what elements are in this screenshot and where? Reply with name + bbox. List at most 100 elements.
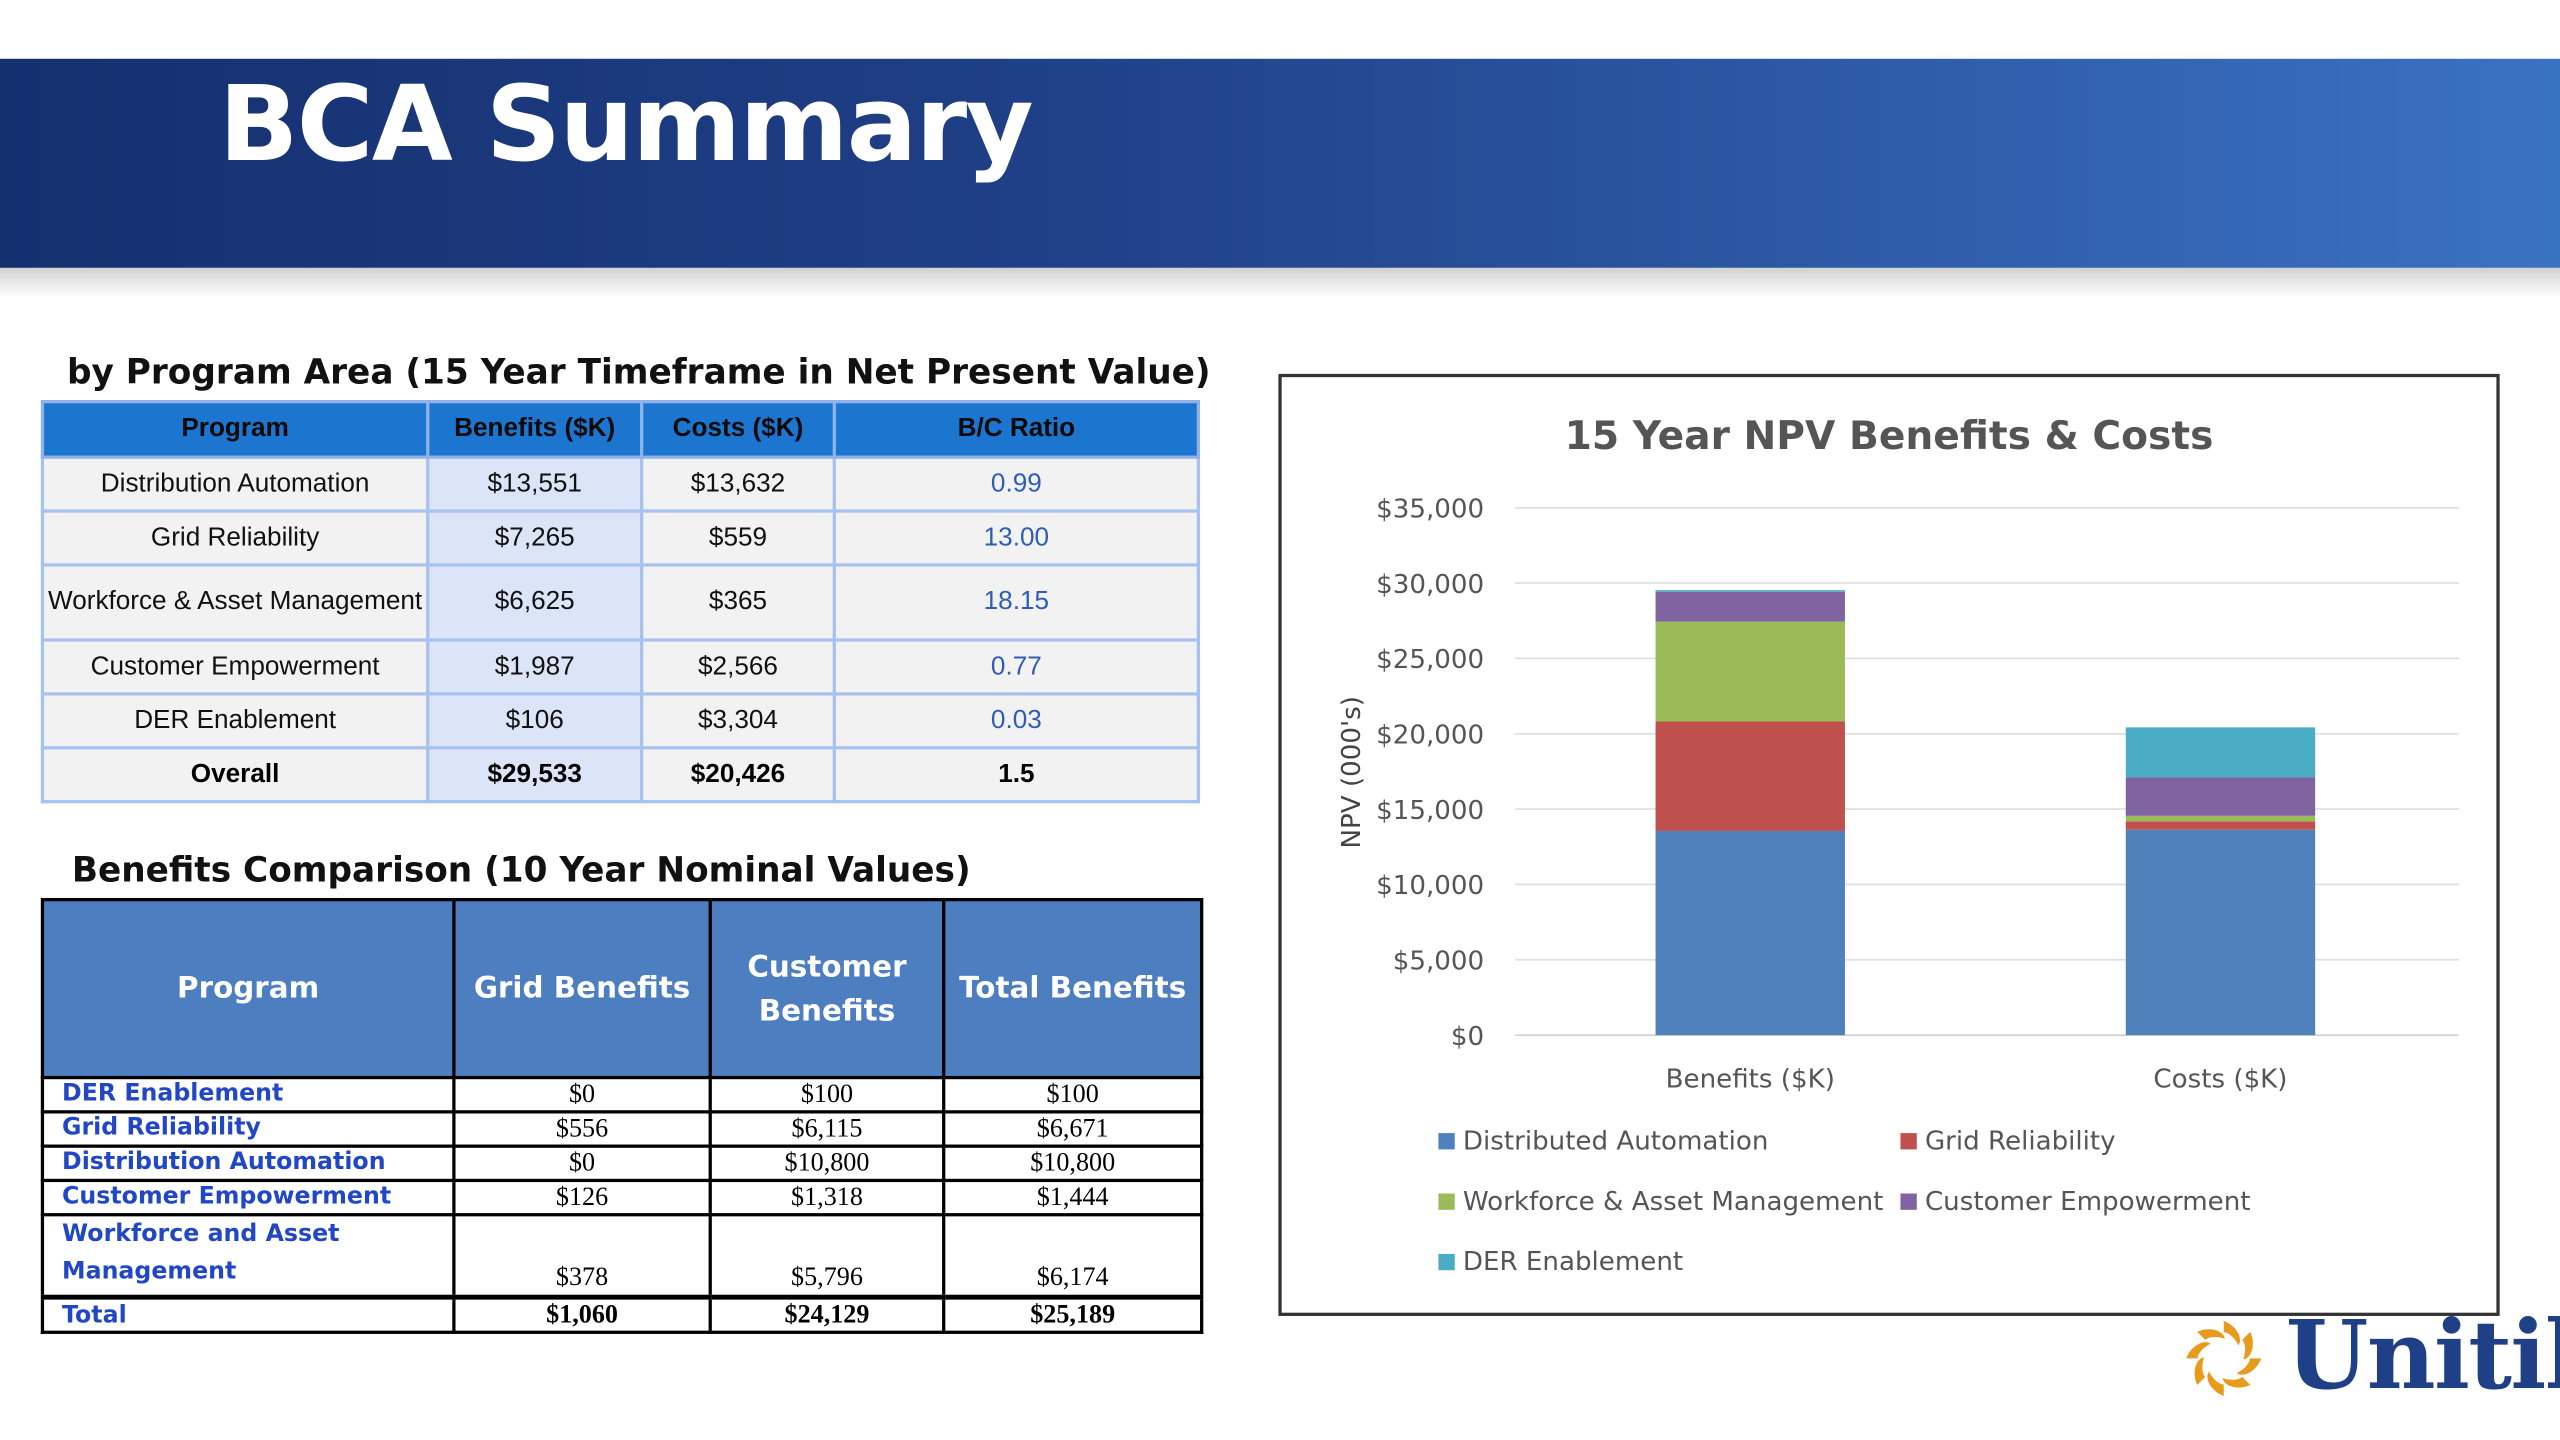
header-grid-benefits: Grid Benefits: [452, 899, 712, 1080]
logo-text: Unitil: [2285, 1299, 2560, 1411]
benefits-cell: $1,987: [426, 638, 644, 696]
ratio-cell: 0.77: [832, 638, 1201, 696]
bar-segment: [2125, 727, 2316, 778]
total-benefits-cell: $1,444: [942, 1178, 1204, 1217]
ratio-cell: 1.5: [832, 746, 1201, 804]
grid-benefits-cell: $378: [452, 1213, 712, 1300]
table-row: Distribution Automation $13,551 $13,632 …: [40, 455, 1201, 513]
title-banner: [0, 58, 2560, 268]
ratio-cell: 0.99: [832, 455, 1201, 513]
table-row: Customer Empowerment $1,987 $2,566 0.77: [40, 638, 1201, 696]
y-tick-label: $20,000: [1376, 721, 1484, 751]
table2-title: Benefits Comparison (10 Year Nominal Val…: [71, 850, 971, 890]
y-tick-label: $25,000: [1376, 645, 1484, 675]
banner-shadow: [0, 267, 2560, 298]
bar-segment: [1655, 721, 1845, 831]
y-tick-label: $15,000: [1376, 796, 1484, 826]
table-total-row: Total $1,060 $24,129 $25,189: [40, 1295, 1204, 1335]
sunburst-icon: [2186, 1320, 2262, 1396]
table-row: Distribution Automation $0 $10,800 $10,8…: [40, 1144, 1204, 1183]
bar-segment: [2125, 821, 2316, 830]
customer-benefits-cell: $10,800: [708, 1144, 946, 1183]
benefits-cell: $7,265: [426, 509, 644, 567]
costs-cell: $3,304: [640, 692, 836, 750]
benefits-cell: $6,625: [426, 563, 644, 642]
grid-benefits-cell: $0: [452, 1144, 712, 1183]
grid-benefits-cell: $556: [452, 1110, 712, 1148]
table-row: Workforce & Asset Management $6,625 $365…: [40, 563, 1201, 642]
program-cell: Workforce & Asset Management: [40, 563, 430, 642]
chart-container: 15 Year NPV Benefits & Costs $0 $5,000 $10,…: [1278, 373, 2500, 1316]
legend-swatch: [1900, 1133, 1917, 1150]
header-program: Program: [40, 899, 456, 1080]
customer-benefits-cell: $1,318: [708, 1178, 946, 1217]
header-bc-ratio: B/C Ratio: [832, 400, 1201, 459]
header-total-benefits: Total Benefits: [942, 899, 1204, 1080]
table-row: DER Enablement $0 $100 $100: [40, 1075, 1204, 1114]
total-benefits-cell: $6,671: [942, 1110, 1204, 1148]
program-cell: Grid Reliability: [40, 1110, 456, 1148]
program-cell: Overall: [40, 746, 430, 804]
program-cell: Distribution Automation: [40, 455, 430, 513]
program-cell: Grid Reliability: [40, 509, 430, 567]
npv-table-header: Program Benefits ($K) Costs ($K) B/C Rat…: [40, 400, 1201, 459]
company-logo: Unitil: [2178, 1300, 2560, 1414]
legend-swatch: [1900, 1193, 1917, 1210]
ratio-cell: 13.00: [832, 509, 1201, 567]
program-cell: Customer Empowerment: [40, 638, 430, 696]
table-row: Customer Empowerment $126 $1,318 $1,444: [40, 1178, 1204, 1217]
table-row: Workforce and Asset Management $378 $5,7…: [40, 1213, 1204, 1300]
costs-cell: $20,426: [640, 746, 836, 804]
header-customer-benefits: Customer Benefits: [708, 899, 946, 1080]
bar-segment: [1655, 830, 1845, 1036]
table1-title: by Program Area (15 Year Timeframe in Ne…: [66, 352, 1211, 392]
legend-swatch: [1438, 1133, 1455, 1150]
program-cell: Total: [40, 1295, 456, 1335]
customer-benefits-cell: $5,796: [708, 1213, 946, 1300]
header-costs: Costs ($K): [640, 400, 836, 459]
total-benefits-cell: $25,189: [942, 1295, 1204, 1335]
costs-cell: $13,632: [640, 455, 836, 513]
bar-segment: [1655, 621, 1845, 722]
benefits-cell: $29,533: [426, 746, 644, 804]
customer-benefits-cell: $24,129: [708, 1295, 946, 1335]
costs-cell: $2,566: [640, 638, 836, 696]
nominal-table-header: Program Grid Benefits Customer Benefits …: [40, 899, 1204, 1080]
total-benefits-cell: $6,174: [942, 1213, 1204, 1300]
customer-benefits-cell: $100: [708, 1075, 946, 1114]
benefits-cell: $106: [426, 692, 644, 750]
ratio-cell: 0.03: [832, 692, 1201, 750]
bar-segment: [1655, 591, 1845, 622]
total-benefits-cell: $100: [942, 1075, 1204, 1114]
program-cell: Workforce and Asset Management: [40, 1213, 456, 1300]
costs-cell: $559: [640, 509, 836, 567]
program-cell: DER Enablement: [40, 1075, 456, 1114]
grid-benefits-cell: $0: [452, 1075, 712, 1114]
costs-cell: $365: [640, 563, 836, 642]
y-tick-label: $10,000: [1376, 871, 1484, 901]
table-row: DER Enablement $106 $3,304 0.03: [40, 692, 1201, 750]
bar-segment: [2125, 777, 2316, 816]
page-title: BCA Summary: [218, 65, 1034, 187]
legend-label: Workforce & Asset Management: [1463, 1187, 1883, 1217]
legend-label: Distributed Automation: [1463, 1126, 1769, 1156]
npv-table: Program Benefits ($K) Costs ($K) B/C Rat…: [40, 400, 1201, 804]
legend-swatch: [1438, 1193, 1455, 1210]
nominal-table: Program Grid Benefits Customer Benefits …: [40, 897, 1204, 1335]
program-cell: DER Enablement: [40, 692, 430, 750]
bar-segment: [1655, 590, 1845, 592]
chart-title: 15 Year NPV Benefits & Costs: [1565, 414, 2214, 459]
x-tick-label: Costs ($K): [2153, 1064, 2287, 1094]
y-tick-label: $5,000: [1393, 947, 1484, 977]
header-program: Program: [40, 400, 430, 459]
legend-label: DER Enablement: [1463, 1247, 1683, 1277]
total-benefits-cell: $10,800: [942, 1144, 1204, 1183]
legend-swatch: [1438, 1253, 1455, 1271]
y-tick-label: $0: [1451, 1022, 1484, 1052]
stacked-bar-chart: 15 Year NPV Benefits & Costs $0 $5,000 $10,…: [1337, 414, 2459, 1277]
table-total-row: Overall $29,533 $20,426 1.5: [40, 746, 1201, 804]
y-tick-label: $35,000: [1376, 495, 1484, 525]
program-cell: Customer Empowerment: [40, 1178, 456, 1217]
header-benefits: Benefits ($K): [426, 400, 644, 459]
